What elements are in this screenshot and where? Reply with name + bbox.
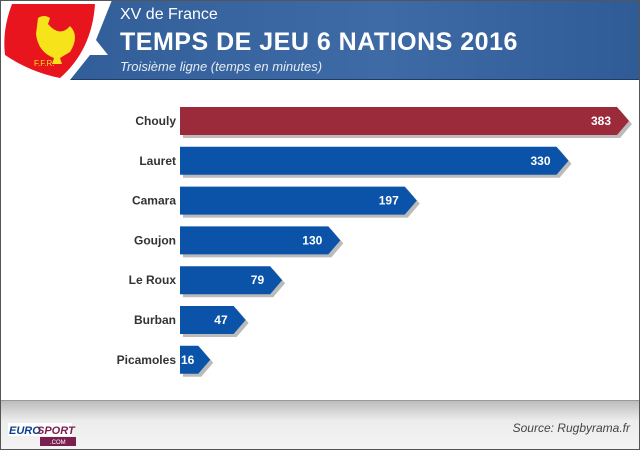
header-banner: F.F.R. XV de France TEMPS DE JEU 6 NATIO…	[0, 0, 640, 80]
category-label: Burban	[134, 313, 176, 327]
category-label: Picamoles	[117, 353, 177, 367]
svg-text:SPORT: SPORT	[37, 425, 76, 437]
bar-le-roux	[180, 266, 283, 295]
value-label: 383	[591, 114, 611, 128]
svg-text:EURO: EURO	[9, 425, 41, 437]
value-label: 130	[302, 233, 322, 247]
category-label: Lauret	[139, 154, 176, 168]
value-label: 79	[251, 273, 265, 287]
value-label: 197	[379, 194, 399, 208]
footer: EURO SPORT .COM Source: Rugbyrama.fr	[0, 400, 640, 450]
svg-text:.COM: .COM	[50, 440, 66, 446]
chart-title: TEMPS DE JEU 6 NATIONS 2016	[120, 28, 518, 56]
category-label: Camara	[132, 194, 176, 208]
bar-burban	[180, 306, 246, 334]
value-label: 16	[181, 353, 195, 367]
svg-text:F.F.R.: F.F.R.	[34, 59, 54, 68]
category-label: Chouly	[135, 114, 176, 128]
ffr-logo: F.F.R.	[0, 0, 112, 80]
kicker: XV de France	[120, 6, 218, 23]
eurosport-logo: EURO SPORT .COM	[8, 423, 76, 446]
value-label: 330	[530, 154, 550, 168]
bar-lauret	[180, 146, 569, 175]
value-label: 47	[214, 313, 228, 327]
category-label: Le Roux	[129, 273, 177, 287]
source-note: Source: Rugbyrama.fr	[512, 421, 630, 435]
bar-picamoles	[180, 345, 211, 374]
bar-camara	[180, 186, 417, 215]
bar-chouly	[180, 107, 629, 135]
bar-goujon	[180, 226, 341, 255]
category-label: Goujon	[134, 233, 176, 247]
chart-subtitle: Troisième ligne (temps en minutes)	[120, 59, 323, 74]
bar-chart: Chouly 383 Lauret 330 Camara 197 Goujon 130 Le R…	[117, 107, 632, 377]
